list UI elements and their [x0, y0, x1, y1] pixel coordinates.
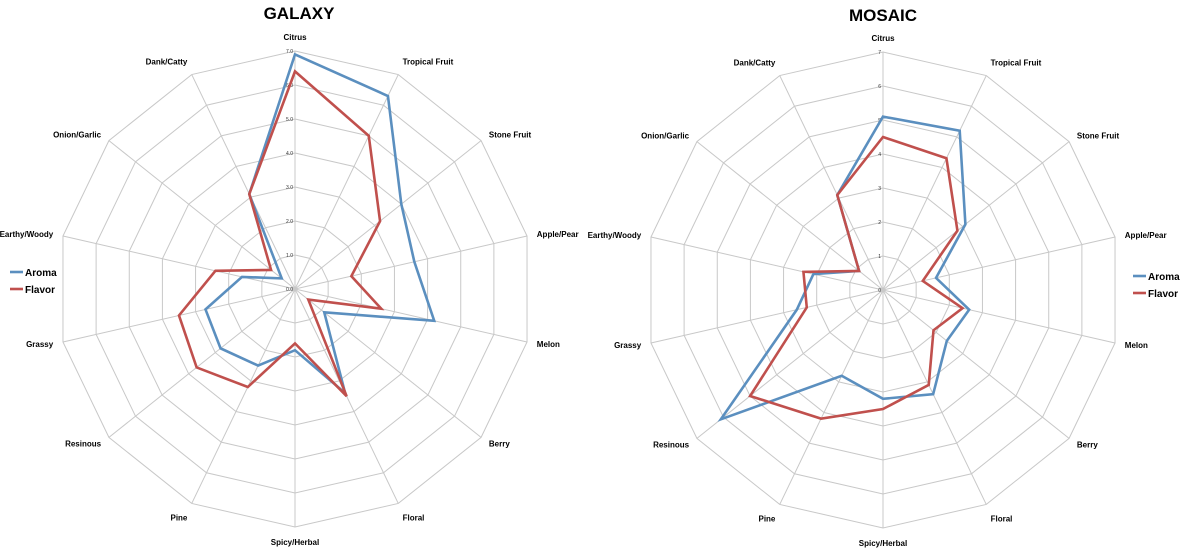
mosaic-axis-label-dank-catty: Dank/Catty	[734, 59, 776, 68]
mosaic-spoke	[882, 141, 1070, 291]
mosaic-axis-label-melon: Melon	[1125, 341, 1148, 350]
mosaic-axis-label-pine: Pine	[758, 514, 775, 523]
mosaic-spoke	[650, 236, 884, 291]
galaxy-tick-label: 0.0	[286, 287, 293, 293]
mosaic-spoke	[882, 289, 1116, 344]
galaxy-spoke	[191, 288, 296, 504]
mosaic-axis-label-grassy: Grassy	[614, 341, 642, 350]
galaxy-spoke	[62, 235, 296, 290]
galaxy-series-flavor	[177, 69, 385, 398]
mosaic-axis-label-apple-pear: Apple/Pear	[1125, 231, 1167, 240]
mosaic-spoke	[650, 289, 884, 344]
galaxy-axis-label-resinous: Resinous	[65, 440, 102, 449]
galaxy-tick-label: 5.0	[286, 117, 293, 123]
galaxy-axis-label-grassy: Grassy	[26, 340, 54, 349]
galaxy-axis-label-onion-garlic: Onion/Garlic	[53, 130, 102, 139]
galaxy-spoke	[108, 140, 296, 290]
galaxy-axis-label-earthy-woody: Earthy/Woody	[0, 230, 54, 239]
mosaic-axis-label-onion-garlic: Onion/Garlic	[641, 131, 690, 140]
galaxy-axis-label-floral: Floral	[403, 513, 425, 522]
mosaic-spoke	[779, 75, 884, 291]
galaxy-legend-label-flavor: Flavor	[25, 285, 55, 296]
galaxy-axis-label-berry: Berry	[489, 440, 510, 449]
galaxy-chart-title: GALAXY	[264, 4, 336, 23]
galaxy-axis-label-citrus: Citrus	[283, 33, 307, 42]
galaxy-radar-chart: GALAXY0.01.02.03.04.05.06.07.0CitrusTrop…	[0, 4, 579, 547]
galaxy-spoke	[191, 74, 296, 290]
mosaic-axis-label-floral: Floral	[991, 514, 1013, 523]
mosaic-spoke	[882, 289, 1070, 439]
mosaic-axis-label-resinous: Resinous	[653, 441, 690, 450]
mosaic-tick-label: 6	[878, 84, 881, 90]
galaxy-legend: Aroma Flavor	[10, 268, 57, 296]
galaxy-axis-label-melon: Melon	[537, 340, 560, 349]
mosaic-tick-label: 2	[878, 220, 881, 226]
galaxy-spoke	[294, 288, 528, 343]
galaxy-tick-label: 2.0	[286, 219, 293, 225]
mosaic-spoke	[882, 236, 1116, 291]
galaxy-axis-label-stone-fruit: Stone Fruit	[489, 130, 532, 139]
mosaic-axis-label-berry: Berry	[1077, 441, 1098, 450]
mosaic-series-flavor	[748, 135, 965, 420]
mosaic-legend-label-flavor: Flavor	[1148, 289, 1178, 300]
mosaic-axis-label-tropical-fruit: Tropical Fruit	[991, 59, 1042, 68]
galaxy-axis-label-spicy-herbal: Spicy/Herbal	[271, 538, 319, 547]
galaxy-axis-label-dank-catty: Dank/Catty	[146, 58, 188, 67]
mosaic-axis-label-earthy-woody: Earthy/Woody	[588, 231, 642, 240]
mosaic-chart-title: MOSAIC	[849, 6, 917, 25]
mosaic-legend: Aroma Flavor	[1133, 272, 1180, 300]
mosaic-spoke	[882, 75, 987, 291]
mosaic-tick-label: 7	[878, 50, 881, 56]
mosaic-tick-label: 4	[878, 152, 881, 158]
galaxy-grid	[62, 50, 528, 528]
galaxy-tick-label: 7.0	[286, 49, 293, 55]
mosaic-grid	[650, 51, 1116, 529]
galaxy-spoke	[294, 235, 528, 290]
mosaic-tick-label: 3	[878, 186, 881, 192]
galaxy-spoke	[108, 288, 296, 438]
mosaic-spoke	[696, 141, 884, 291]
mosaic-spoke	[882, 289, 987, 505]
galaxy-axis-label-apple-pear: Apple/Pear	[537, 230, 579, 239]
galaxy-tick-label: 1.0	[286, 253, 293, 259]
galaxy-axis-label-pine: Pine	[170, 513, 187, 522]
galaxy-spoke	[294, 74, 399, 290]
mosaic-spoke	[779, 289, 884, 505]
galaxy-legend-label-aroma: Aroma	[25, 268, 57, 279]
mosaic-axis-label-citrus: Citrus	[871, 34, 895, 43]
mosaic-axis-label-stone-fruit: Stone Fruit	[1077, 131, 1120, 140]
galaxy-tick-label: 3.0	[286, 185, 293, 191]
mosaic-tick-label: 1	[878, 254, 881, 260]
mosaic-legend-label-aroma: Aroma	[1148, 272, 1180, 283]
galaxy-series-aroma	[203, 52, 437, 397]
mosaic-axis-label-spicy-herbal: Spicy/Herbal	[859, 539, 907, 548]
mosaic-spoke	[696, 289, 884, 439]
mosaic-tick-label: 0	[878, 288, 881, 294]
galaxy-axis-label-tropical-fruit: Tropical Fruit	[403, 58, 454, 67]
galaxy-spoke	[294, 140, 482, 290]
galaxy-tick-label: 4.0	[286, 151, 293, 157]
